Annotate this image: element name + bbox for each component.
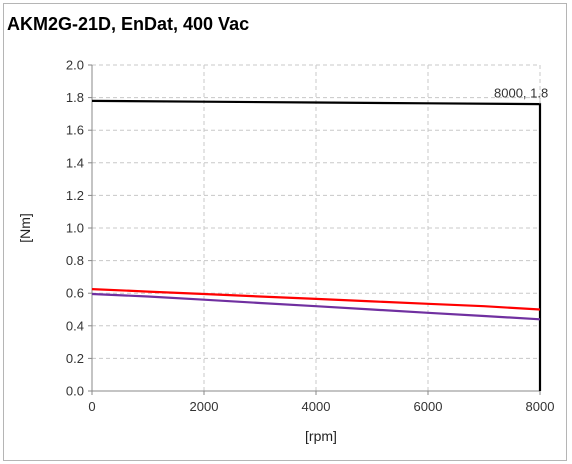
x-tick-labels: 0 2000 4000 6000 8000 <box>88 399 554 414</box>
y-tick-label: 0.0 <box>66 384 84 399</box>
chart-frame <box>3 3 567 461</box>
x-axis-label: [rpm] <box>305 428 337 444</box>
y-tick-label: 1.8 <box>66 90 84 105</box>
series-line-2 <box>91 288 541 311</box>
y-tick-label: 2.0 <box>66 58 84 73</box>
axes <box>88 64 541 395</box>
y-tick-label: 0.2 <box>66 351 84 366</box>
grid-lines <box>92 64 541 391</box>
x-tick-label: 2000 <box>190 399 219 414</box>
y-tick-label: 1.4 <box>66 155 84 170</box>
series-lines <box>91 99 542 391</box>
x-tick-label: 8000 <box>526 399 555 414</box>
annotation-label: 8000, 1.8 <box>494 86 548 101</box>
y-tick-label: 1.0 <box>66 221 84 236</box>
x-tick-label: 6000 <box>414 399 443 414</box>
y-tick-label: 0.4 <box>66 318 84 333</box>
series-line-1 <box>91 99 542 391</box>
annotations: 8000, 1.8 <box>494 86 548 106</box>
y-tick-labels: 0.0 0.2 0.4 0.6 0.8 1.0 1.2 1.4 1.6 1.8 2.0 <box>66 58 84 399</box>
y-tick-label: 0.6 <box>66 286 84 301</box>
y-tick-label: 1.2 <box>66 188 84 203</box>
y-tick-label: 1.6 <box>66 123 84 138</box>
chart-title: AKM2G-21D, EnDat, 400 Vac <box>7 14 250 34</box>
series-line-3 <box>91 292 541 321</box>
x-tick-label: 4000 <box>302 399 331 414</box>
y-tick-label: 0.8 <box>66 253 84 268</box>
x-tick-label: 0 <box>88 399 95 414</box>
y-axis-label: [Nm] <box>17 213 33 243</box>
